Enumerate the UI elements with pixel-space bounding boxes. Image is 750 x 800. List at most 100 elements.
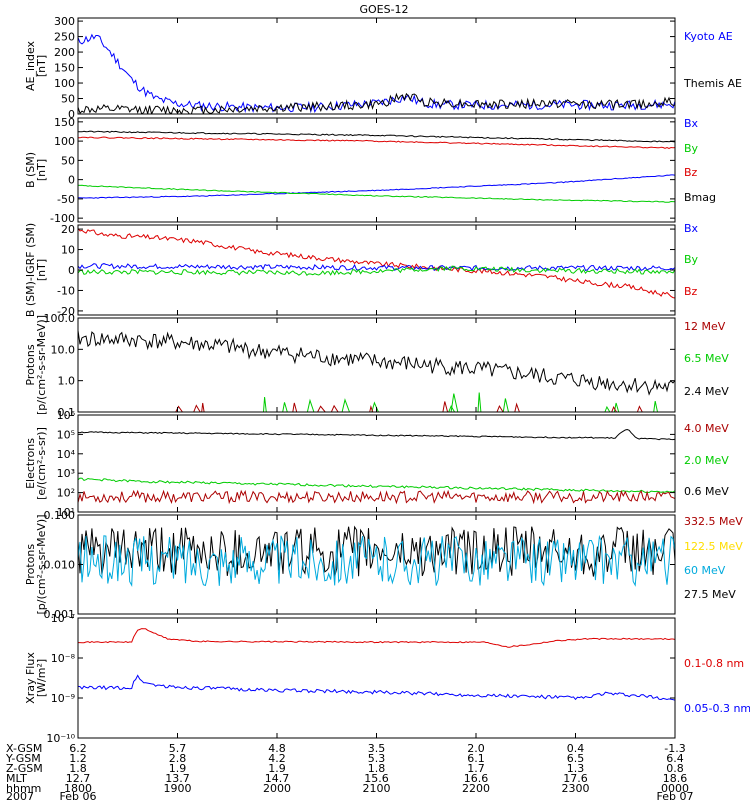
panel-xray-tick-label: 10⁻⁷	[51, 612, 75, 625]
legend-entry: 4.0 MeV	[684, 422, 729, 435]
ephem-label: Y-GSM	[5, 752, 41, 765]
legend-entry: Bx	[684, 222, 699, 235]
panel-xray-tick-label: 10⁻⁹	[51, 692, 75, 705]
panel-xray-data	[78, 628, 675, 701]
panel-b-data	[78, 130, 675, 203]
series-6-5-mev-spike	[263, 396, 267, 412]
panel-b-ylabel: B (SM)[nT]	[24, 152, 48, 188]
ephem-value: 1.9	[169, 762, 187, 775]
ephem-value: 1.8	[69, 762, 87, 775]
panel-b-tick-label: 150	[54, 116, 75, 129]
series-2-0-mev	[78, 477, 675, 494]
legend-entry: 0.05-0.3 nm	[684, 702, 750, 715]
ephem-value: 6.4	[666, 752, 684, 765]
legend-entry: 0.1-0.8 nm	[684, 657, 744, 670]
date-label: Feb 07	[657, 790, 694, 800]
series-2-4-mev	[78, 330, 675, 396]
series-bx	[78, 263, 675, 272]
panel-xray-ylabel: Xray Flux[W/m²]	[24, 652, 48, 704]
panel-db-tick-label: 10	[61, 244, 75, 257]
legend-entry: 332.5 MeV	[684, 515, 743, 528]
series-by	[78, 184, 675, 203]
legend-entry: 60 MeV	[684, 564, 726, 577]
panel-db-tick-label: -10	[57, 284, 75, 297]
ephem-value: 1800	[64, 782, 92, 795]
panel-b-legend: Bx By Bz Bmag	[684, 117, 716, 204]
panel-ae-ylabel: AE_index[nT]	[24, 40, 48, 91]
series-12-mev-spike	[369, 405, 374, 412]
legend-entry: Bz	[684, 166, 698, 179]
ephem-value: 1.8	[368, 762, 386, 775]
ephem-value: 2.8	[169, 752, 187, 765]
series-6-5-mev-spike	[371, 401, 379, 412]
panel-ae-tick-label: 100	[54, 77, 75, 90]
legend-entry: Themis AE	[683, 77, 742, 90]
legend-entry: Bmag	[684, 191, 716, 204]
legend-entry: 0.6 MeV	[684, 485, 729, 498]
panel-prot1-tick-label: 10.0	[51, 343, 76, 356]
panel-ae-frame	[77, 17, 676, 115]
series-12-mev-spike	[193, 404, 201, 412]
panel-prot2-tick-label: 0.001	[44, 608, 76, 621]
series-4-0-mev	[78, 489, 675, 505]
ephem-value: 17.6	[563, 772, 588, 785]
ephem-value: 2200	[462, 782, 490, 795]
series-6-5-mev-spike	[604, 405, 611, 412]
panel-xray: 10⁻¹⁰ 10⁻⁹ 10⁻⁸ 10⁻⁷ Xray Flux[W/m²] 0.1-0.8 …	[24, 612, 750, 745]
ephem-value: 1.7	[467, 762, 485, 775]
ephem-value: 5.3	[368, 752, 386, 765]
ephem-label: hhmm	[6, 782, 41, 795]
panel-elec-legend: 4.0 MeV 2.0 MeV 0.6 MeV	[684, 422, 729, 498]
panel-ae-tick-label: 0	[68, 108, 75, 121]
panel-b-tick-label: -100	[50, 212, 75, 225]
legend-entry: Bz	[684, 285, 698, 298]
series-12-mev-spike	[330, 404, 339, 412]
panel-xray-frame	[77, 617, 676, 739]
series-0-05-0-3-nm	[78, 674, 675, 701]
ephem-value: 14.7	[265, 772, 290, 785]
series-6-5-mev-spike	[613, 402, 620, 412]
series-12-mev-spike	[442, 401, 449, 412]
ephem-value: 2000	[263, 782, 291, 795]
series-12-mev-spike	[317, 405, 326, 412]
series-by	[78, 265, 675, 277]
panel-b: -100 -50 0 50 100 150 B (SM)[nT] Bx By Bz Bmag	[24, 116, 716, 225]
date-label: Feb 06	[60, 790, 97, 800]
ephem-value: 1.9	[268, 762, 286, 775]
panel-prot2: 0.001 0.010 0.100Protons[p/(cm²-s-sr-MeV)]…	[24, 509, 743, 621]
series-6-5-mev-spike	[450, 393, 459, 412]
panel-ae-tick-label: 200	[54, 46, 75, 59]
ephem-value: 3.5	[368, 742, 386, 755]
panel-ae-data	[78, 33, 675, 114]
ephem-label: MLT	[6, 772, 27, 785]
series-12-mev-spike	[175, 405, 183, 412]
ephem-value: 6.2	[69, 742, 87, 755]
panel-prot2-ylabel: Protons[p/(cm²-s-sr-MeV)]	[24, 515, 48, 615]
panel-elec-tick-label: 10⁶	[57, 409, 76, 422]
ephem-value: 16.6	[464, 772, 489, 785]
ephem-value: 1.3	[567, 762, 585, 775]
ephem-value: 1900	[164, 782, 192, 795]
panel-prot2-frame	[77, 514, 676, 615]
ephem-value: 13.7	[165, 772, 190, 785]
series-bmag	[78, 130, 675, 143]
series-kyoto-ae	[78, 33, 675, 114]
panel-elec-tick-label: 10¹	[57, 506, 75, 519]
panel-ae-tick-label: 300	[54, 15, 75, 28]
panel-b-tick-label: 50	[61, 154, 75, 167]
panel-ae-tick-label: 150	[54, 62, 75, 75]
panel-db-tick-label: -20	[57, 305, 75, 318]
panel-b-tick-label: 0	[68, 174, 75, 187]
series-6-5-mev-spike	[502, 398, 509, 412]
ephemeris-table: X-GSM 6.2 5.7 4.8 3.5 2.0 0.4 -1.3 Y-GSM 1.2 2.8 4.…	[5, 742, 693, 800]
legend-entry: 27.5 MeV	[684, 588, 736, 601]
panel-prot1-tick-label: 0.1	[58, 406, 76, 419]
panel-b-tick-label: 100	[54, 135, 75, 148]
ephem-value: 5.7	[169, 742, 187, 755]
ephem-value: 12.7	[66, 772, 91, 785]
series-bx	[78, 174, 675, 199]
series-12-mev-spike	[292, 402, 298, 412]
panel-prot1-tick-label: 1.0	[58, 375, 76, 388]
